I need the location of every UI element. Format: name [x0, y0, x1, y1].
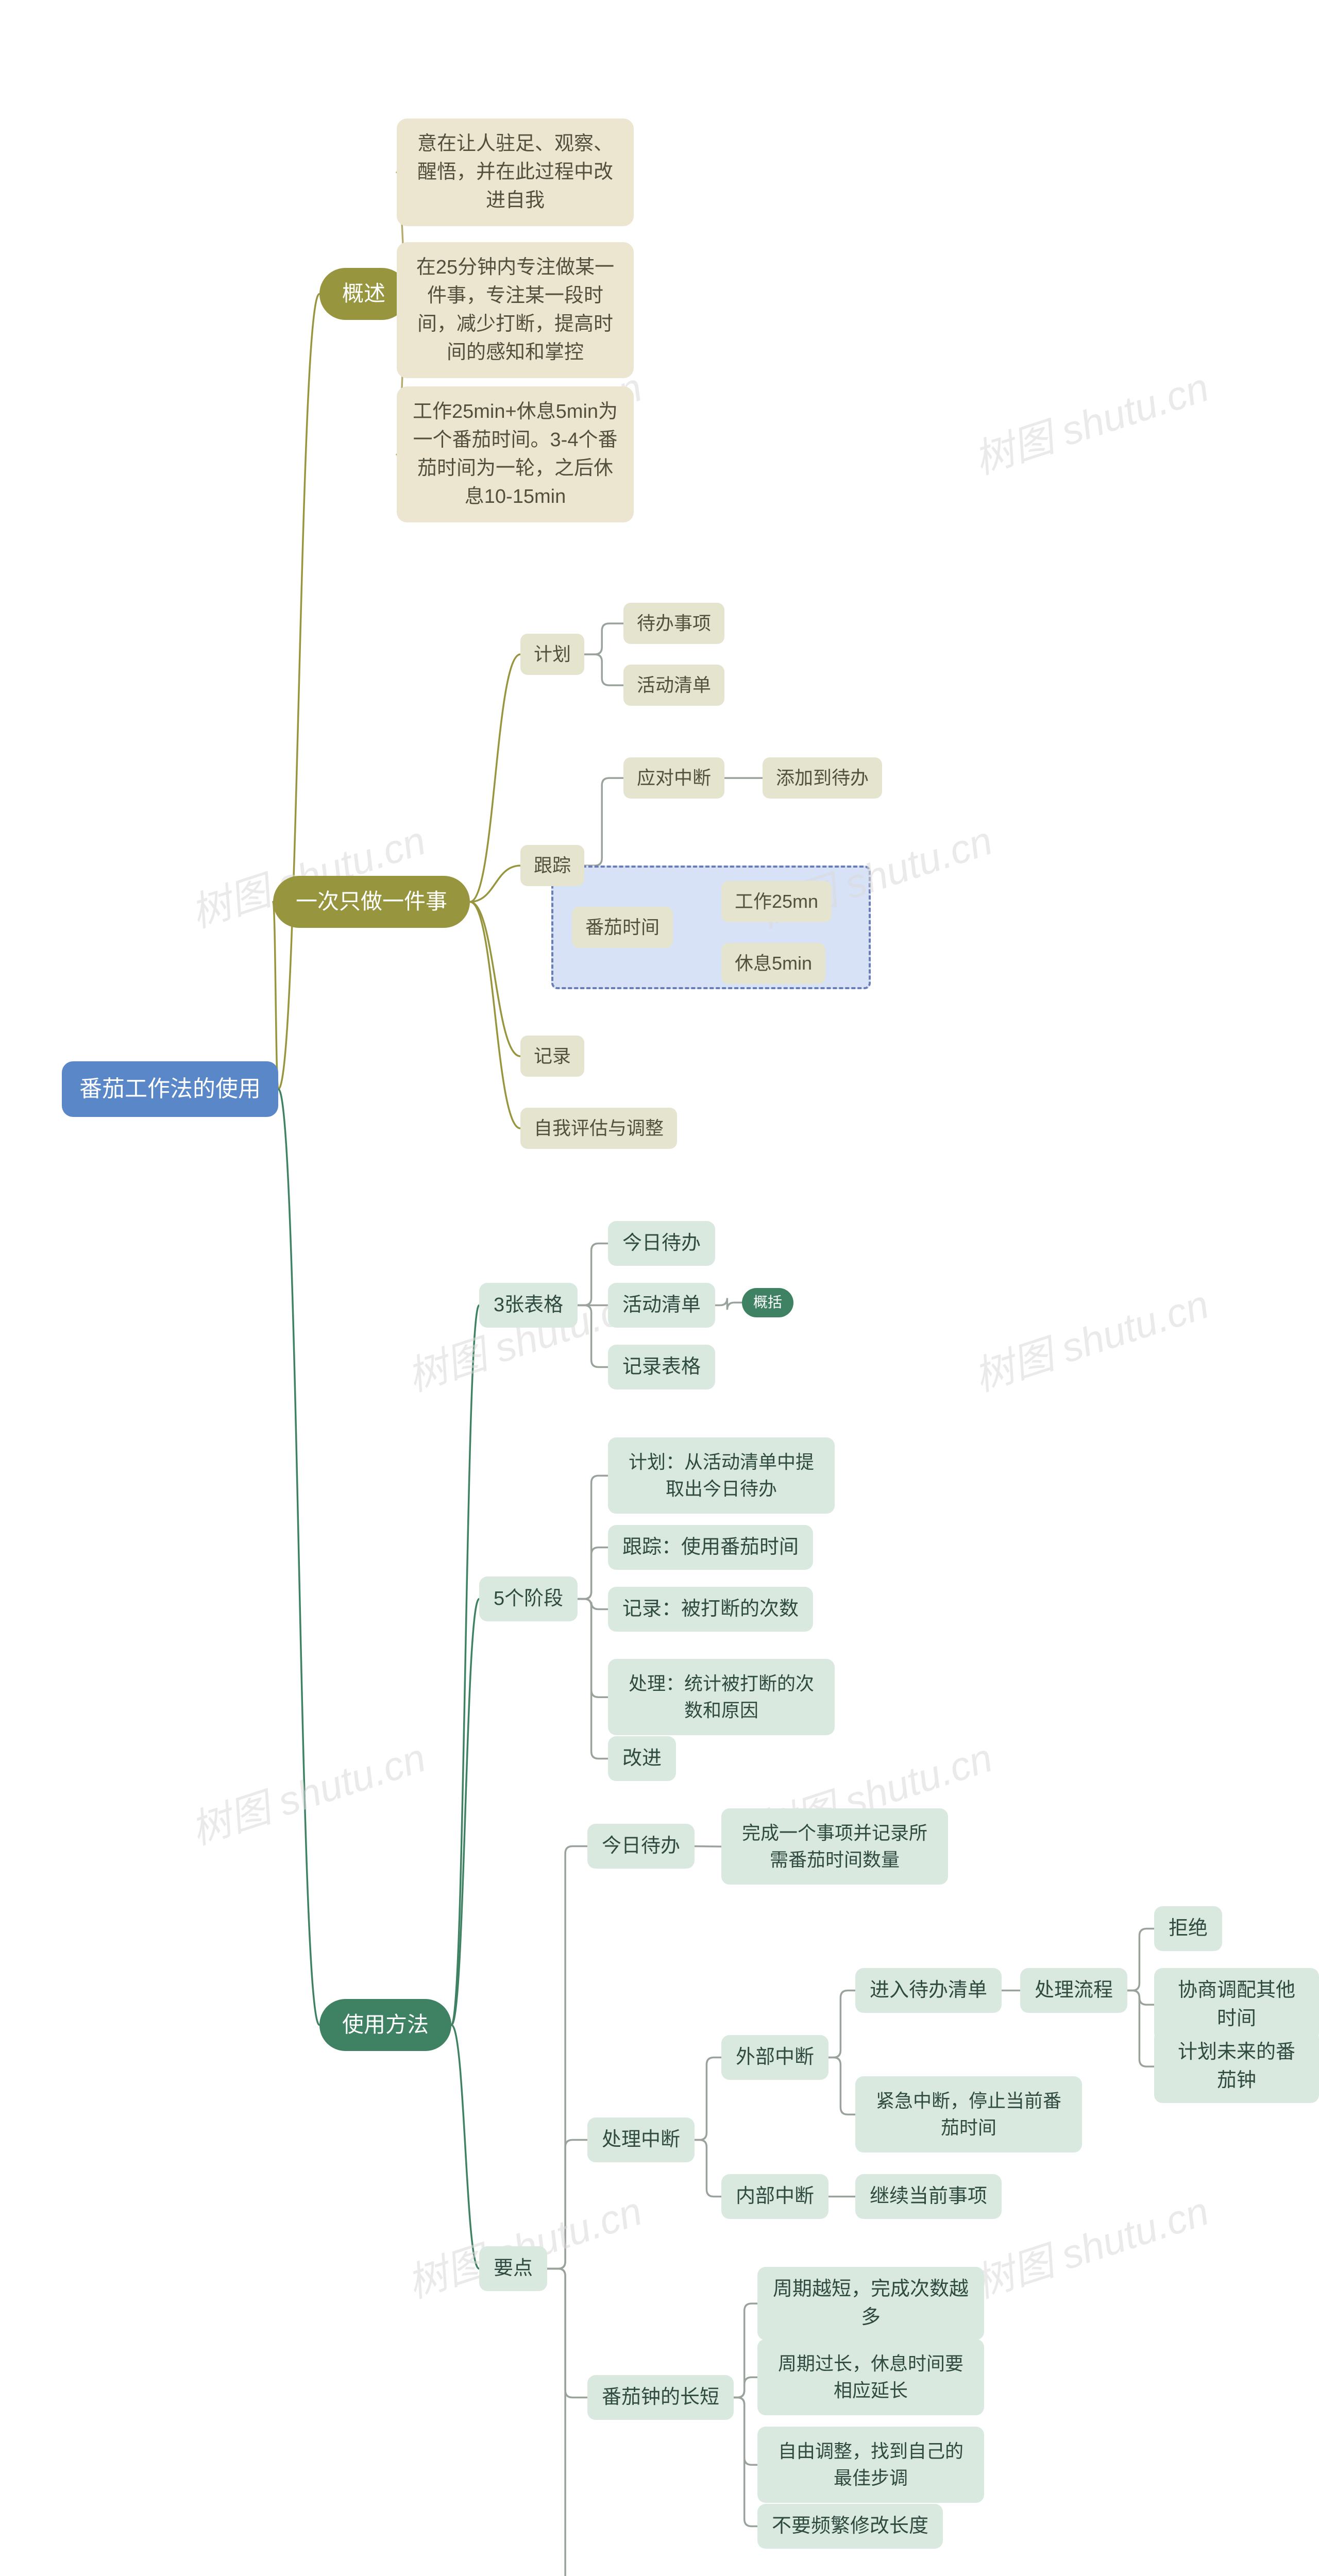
node-m_points[interactable]: 要点 — [479, 2246, 547, 2291]
node-p_int_ext[interactable]: 外部中断 — [721, 2035, 828, 2080]
watermark: 树图 shutu.cn — [182, 1726, 432, 1856]
node-t_act[interactable]: 活动清单 — [608, 1283, 715, 1328]
edge-m_5stage-s2 — [578, 1548, 608, 1599]
edge-plan-plan_list — [584, 654, 623, 685]
edge-m_3tbl-t_rec — [578, 1306, 608, 1367]
watermark: 树图 shutu.cn — [966, 2179, 1215, 2310]
node-p_int_ext1[interactable]: 进入待办清单 — [855, 1968, 1002, 2013]
edge-root-n_once — [273, 902, 278, 1089]
node-p_int[interactable]: 处理中断 — [587, 2117, 695, 2162]
edge-p_int_ext-p_int_ext1 — [828, 1991, 855, 2058]
node-ov2[interactable]: 在25分钟内专注做某一件事，专注某一段时间，减少打断，提高时间的感知和掌控 — [397, 242, 634, 378]
watermark: 树图 shutu.cn — [966, 355, 1215, 486]
node-s3[interactable]: 记录：被打断的次数 — [608, 1587, 813, 1632]
node-trk_int[interactable]: 应对中断 — [623, 757, 724, 799]
node-t_pill[interactable]: 概括 — [742, 1288, 793, 1317]
edge-p_today-p_today_d — [695, 1846, 721, 1847]
edge-n_method-m_3tbl — [451, 1306, 479, 2025]
edge-t_act-t_pill — [715, 1298, 742, 1310]
edge-m_points-p_len — [547, 2269, 587, 2398]
node-p_len1[interactable]: 周期越短，完成次数越多 — [757, 2267, 984, 2340]
node-n_overview[interactable]: 概述 — [319, 268, 408, 320]
node-track[interactable]: 跟踪 — [520, 845, 584, 886]
node-s2[interactable]: 跟踪：使用番茄时间 — [608, 1525, 813, 1570]
edge-root-n_method — [278, 1089, 319, 2025]
edge-root-n_overview — [278, 294, 319, 1089]
edge-m_3tbl-t_today — [578, 1244, 608, 1306]
node-record[interactable]: 记录 — [520, 1036, 584, 1077]
edge-p_int-p_int_ext — [695, 2058, 721, 2140]
node-t_rec[interactable]: 记录表格 — [608, 1345, 715, 1389]
node-s1[interactable]: 计划：从活动清单中提取出今日待办 — [608, 1437, 835, 1514]
edge-m_points-p_int — [547, 2140, 587, 2269]
edge-p_int_ext1f-p_int_ext1c — [1127, 1991, 1154, 2067]
edge-n_once-record — [470, 902, 520, 1056]
node-pomo_r[interactable]: 休息5min — [721, 943, 825, 984]
edge-p_len-p_len2 — [734, 2377, 757, 2397]
node-p_today_d[interactable]: 完成一个事项并记录所需番茄时间数量 — [721, 1808, 948, 1885]
node-p_len4[interactable]: 不要频繁修改长度 — [757, 2504, 943, 2549]
edge-n_once-plan — [470, 654, 520, 902]
node-p_int_ext1c[interactable]: 计划未来的番茄钟 — [1154, 2030, 1319, 2103]
edge-track-trk_int — [584, 778, 623, 866]
node-trk_int_add[interactable]: 添加到待办 — [763, 757, 882, 799]
node-selfadj[interactable]: 自我评估与调整 — [520, 1108, 677, 1149]
node-s5[interactable]: 改进 — [608, 1736, 676, 1781]
edge-plan-plan_todo — [584, 623, 623, 654]
node-p_int_in_d[interactable]: 继续当前事项 — [855, 2174, 1002, 2219]
node-p_today[interactable]: 今日待办 — [587, 1824, 695, 1869]
node-plan_list[interactable]: 活动清单 — [623, 665, 724, 706]
node-ov3[interactable]: 工作25min+休息5min为一个番茄时间。3-4个番茄时间为一轮，之后休息10… — [397, 386, 634, 522]
edge-m_5stage-s4 — [578, 1599, 608, 1698]
node-p_int_ext1a[interactable]: 拒绝 — [1154, 1906, 1222, 1951]
watermark: 树图 shutu.cn — [966, 1273, 1215, 1403]
edge-p_len-p_len3 — [734, 2398, 757, 2465]
node-n_once[interactable]: 一次只做一件事 — [273, 876, 470, 928]
node-ov1[interactable]: 意在让人驻足、观察、醒悟，并在此过程中改进自我 — [397, 118, 634, 226]
node-p_int_in[interactable]: 内部中断 — [721, 2174, 828, 2219]
edge-n_once-selfadj — [470, 902, 520, 1128]
edge-p_int_ext1f-p_int_ext1a — [1127, 1929, 1154, 1991]
edge-m_5stage-s5 — [578, 1599, 608, 1759]
node-p_int_ext1f[interactable]: 处理流程 — [1020, 1968, 1127, 2013]
edge-p_len-p_len1 — [734, 2303, 757, 2397]
node-p_int_ext2[interactable]: 紧急中断，停止当前番茄时间 — [855, 2076, 1082, 2153]
node-p_len2[interactable]: 周期过长，休息时间要相应延长 — [757, 2339, 984, 2415]
node-n_method[interactable]: 使用方法 — [319, 1999, 451, 2051]
node-p_len[interactable]: 番茄钟的长短 — [587, 2375, 734, 2420]
edge-m_5stage-s1 — [578, 1476, 608, 1599]
node-t_today[interactable]: 今日待办 — [608, 1221, 715, 1266]
edge-p_int_ext1f-p_int_ext1b — [1127, 1991, 1154, 2005]
edge-n_once-track — [470, 866, 520, 902]
node-s4[interactable]: 处理：统计被打断的次数和原因 — [608, 1659, 835, 1735]
edge-p_len-p_len4 — [734, 2398, 757, 2527]
node-pomobox[interactable]: 番茄时间 — [572, 907, 673, 948]
node-plan[interactable]: 计划 — [520, 634, 584, 675]
edge-m_points-p_today — [547, 1846, 587, 2269]
node-m_3tbl[interactable]: 3张表格 — [479, 1283, 578, 1328]
node-p_len3[interactable]: 自由调整，找到自己的最佳步调 — [757, 2427, 984, 2503]
node-pomo_w[interactable]: 工作25mn — [721, 881, 832, 922]
node-root[interactable]: 番茄工作法的使用 — [62, 1061, 278, 1117]
node-m_5stage[interactable]: 5个阶段 — [479, 1577, 578, 1621]
edge-m_points-p_est — [547, 2269, 587, 2576]
node-plan_todo[interactable]: 待办事项 — [623, 603, 724, 644]
edge-p_int_ext-p_int_ext2 — [828, 2058, 855, 2115]
edge-n_method-m_points — [451, 2025, 479, 2268]
edge-n_method-m_5stage — [451, 1599, 479, 2025]
edge-p_int-p_int_in — [695, 2140, 721, 2197]
edge-m_5stage-s3 — [578, 1599, 608, 1609]
